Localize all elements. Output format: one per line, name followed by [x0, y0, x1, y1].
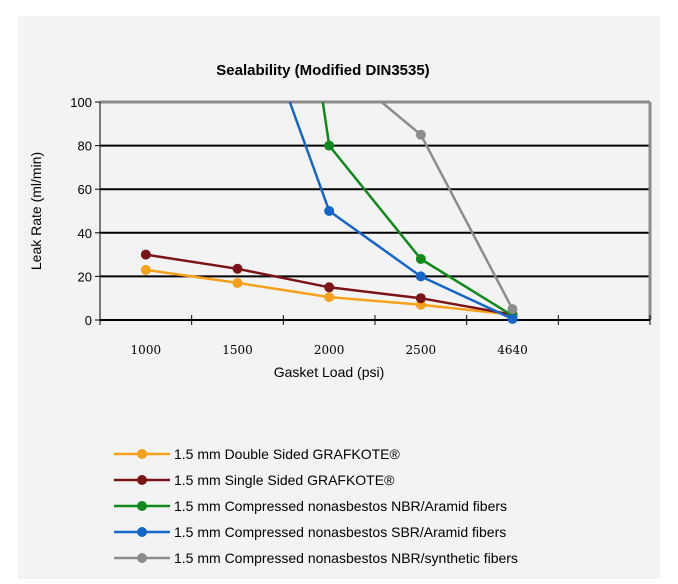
data-point	[415, 129, 426, 140]
data-point	[415, 293, 426, 304]
x-tick-label: 2000	[314, 343, 345, 357]
legend-label: 1.5 mm Compressed nonasbestos NBR/synthe…	[174, 550, 518, 566]
legend-marker	[137, 553, 147, 563]
x-tick-label: 1500	[222, 343, 253, 357]
y-tick-label: 60	[78, 182, 92, 197]
y-tick-label: 0	[85, 313, 92, 328]
chart-title: Sealability (Modified DIN3535)	[216, 62, 429, 79]
y-tick-label: 80	[78, 139, 92, 154]
data-point	[415, 271, 426, 282]
x-tick-label: 2500	[406, 343, 437, 357]
y-axis-label: Leak Rate (ml/min)	[28, 152, 44, 270]
series-4	[288, 101, 518, 324]
y-tick-label: 20	[78, 269, 92, 284]
data-point	[140, 264, 151, 275]
gridlines	[100, 144, 650, 278]
data-point	[507, 313, 518, 324]
data-point	[324, 282, 335, 293]
legend-label: 1.5 mm Compressed nonasbestos SBR/Aramid…	[174, 524, 506, 540]
data-point	[232, 277, 243, 288]
legend-item: 1.5 mm Compressed nonasbestos NBR/synthe…	[114, 550, 518, 566]
legend-marker	[137, 449, 147, 459]
legend-label: 1.5 mm Single Sided GRAFKOTE®	[174, 472, 395, 488]
line-chart: Sealability (Modified DIN3535) Leak Rate…	[28, 62, 652, 566]
legend-marker	[137, 475, 147, 485]
y-tick-label: 100	[70, 95, 92, 110]
data-point	[415, 253, 426, 264]
legend-item: 1.5 mm Compressed nonasbestos SBR/Aramid…	[114, 524, 506, 540]
series-line	[380, 101, 514, 310]
x-axis-label: Gasket Load (psi)	[274, 364, 385, 380]
legend-label: 1.5 mm Compressed nonasbestos NBR/Aramid…	[174, 498, 507, 514]
legend: 1.5 mm Double Sided GRAFKOTE® 1.5 mm Sing…	[114, 446, 518, 566]
data-point	[324, 140, 335, 151]
series-lines	[140, 101, 518, 324]
data-point	[232, 263, 243, 274]
series-line	[321, 101, 514, 317]
x-tick-label: 1000	[131, 343, 162, 357]
axes: 0 20 40 60 80 100 1000 1500 2000 2500 4640	[70, 95, 652, 357]
chart-panel: Sealability (Modified DIN3535) Leak Rate…	[18, 16, 660, 579]
legend-marker	[137, 527, 147, 537]
legend-item: 1.5 mm Double Sided GRAFKOTE®	[114, 446, 401, 462]
series-5	[380, 101, 518, 315]
data-point	[507, 304, 518, 315]
legend-marker	[137, 501, 147, 511]
legend-label: 1.5 mm Double Sided GRAFKOTE®	[174, 446, 401, 462]
legend-item: 1.5 mm Compressed nonasbestos NBR/Aramid…	[114, 498, 507, 514]
series-line	[288, 101, 514, 321]
x-tick-label: 4640	[497, 343, 528, 357]
data-point	[140, 249, 151, 260]
data-point	[324, 292, 335, 303]
y-tick-label: 40	[78, 226, 92, 241]
legend-item: 1.5 mm Single Sided GRAFKOTE®	[114, 472, 395, 488]
data-point	[324, 206, 335, 216]
